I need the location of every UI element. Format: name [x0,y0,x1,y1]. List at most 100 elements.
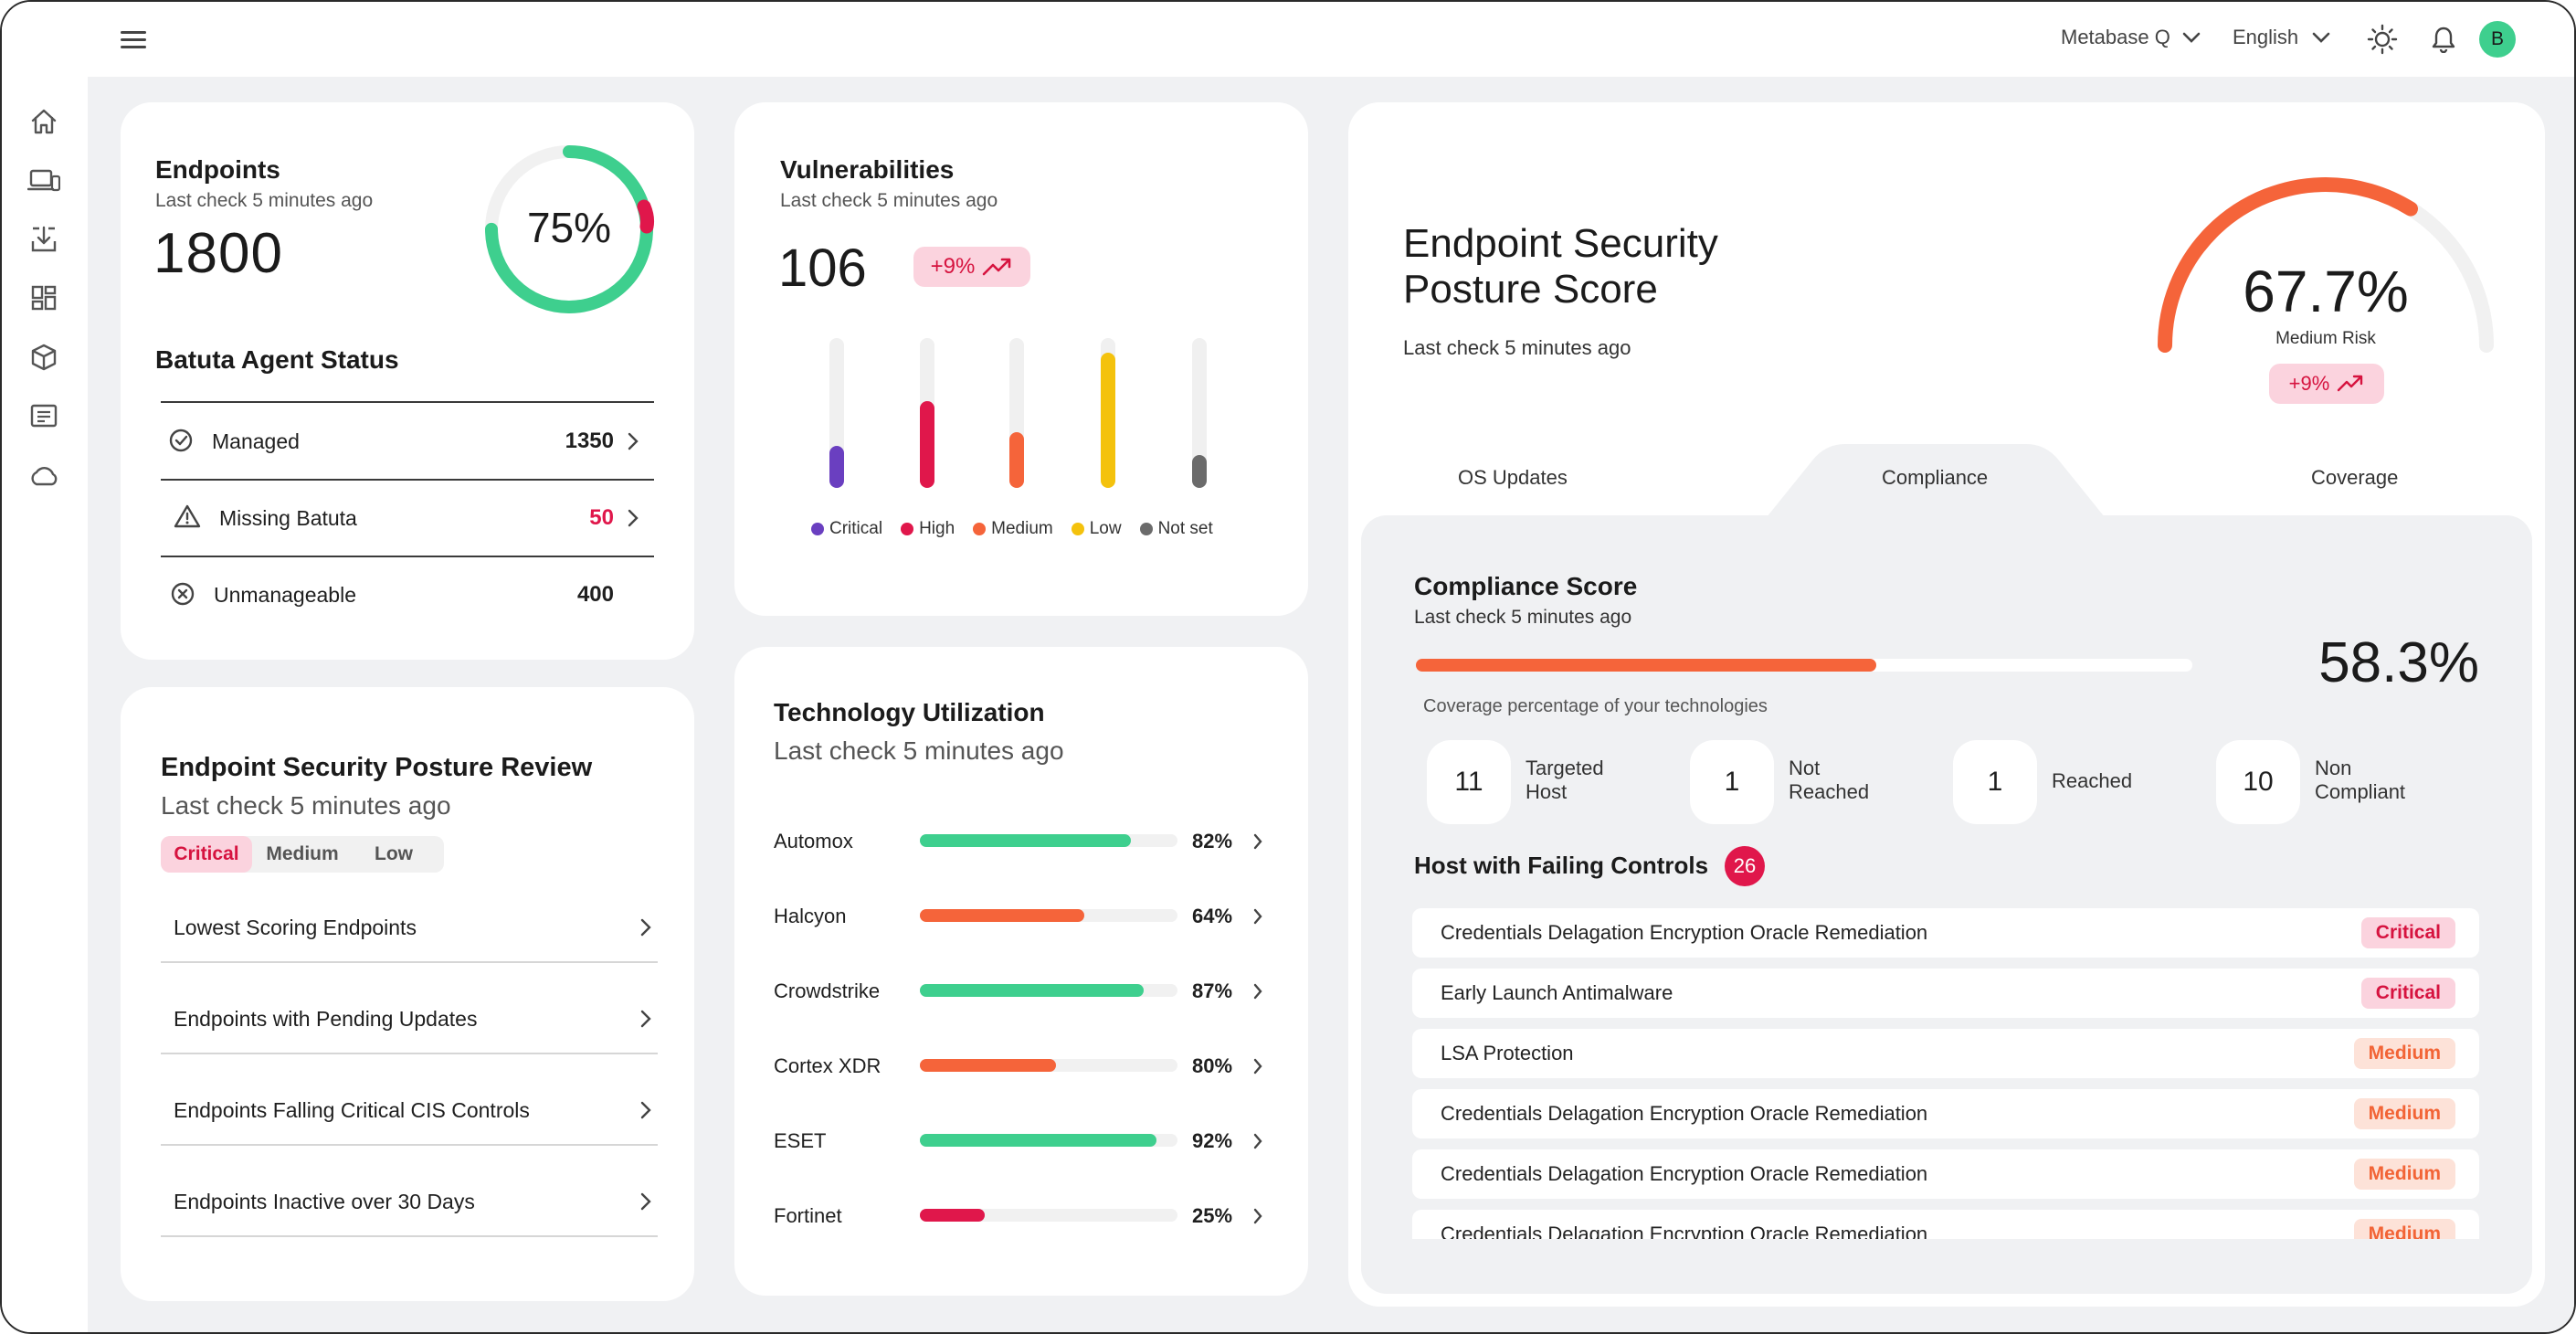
failing-row[interactable]: Early Launch Antimalware Critical [1412,969,2479,1018]
tab-os-updates[interactable]: OS Updates [1458,466,1568,489]
notification-bell-icon[interactable] [2432,26,2455,53]
agent-row-managed[interactable]: Managed 1350 [161,404,654,479]
failing-row[interactable]: Credentials Delagation Encryption Oracle… [1412,1210,2479,1239]
list-icon[interactable] [30,404,58,431]
tech-row[interactable]: ESET 92% [774,1124,1267,1160]
tech-name: Cortex XDR [774,1054,882,1077]
language-dropdown[interactable]: English [2233,26,2331,49]
user-avatar[interactable]: B [2479,21,2516,58]
stat-label: Non Compliant [2315,757,2406,803]
trend-up-icon [982,257,1013,277]
chevron-right-icon [627,431,639,451]
tech-bar-fill [920,1134,1157,1147]
tech-row[interactable]: Crowdstrike 87% [774,974,1267,1011]
severity-tag: Medium [2353,1038,2455,1069]
agent-row-unmanageable[interactable]: Unmanageable 400 [161,557,654,632]
tech-bar-fill [920,909,1085,922]
review-item[interactable]: Endpoints Falling Critical CIS Controls [161,1075,658,1146]
stat-value: 1 [1690,740,1774,824]
tech-name: Fortinet [774,1204,842,1227]
endpoints-subtitle: Last check 5 minutes ago [155,190,374,211]
posture-review-card [121,687,694,1301]
cloud-icon[interactable] [28,464,59,488]
divider [161,401,654,403]
theme-sun-icon[interactable] [2367,24,2398,55]
home-icon[interactable] [29,108,58,135]
dashboard-icon[interactable] [31,285,57,311]
hamburger-menu-icon[interactable] [121,29,146,49]
compliance-bar-fill [1416,659,1877,672]
chevron-right-icon [627,508,639,528]
chevron-right-icon [1252,982,1263,1000]
review-item[interactable]: Endpoints with Pending Updates [161,983,658,1054]
stat-reached: 1 Reached [1953,740,2209,824]
endpoints-percent: 75% [526,204,612,251]
tech-bar-fill [920,834,1132,847]
workspace-dropdown[interactable]: Metabase Q [2061,26,2201,49]
review-item-label: Lowest Scoring Endpoints [174,916,417,939]
download-icon[interactable] [29,225,58,254]
cube-icon[interactable] [30,343,58,372]
failing-row[interactable]: Credentials Delagation Encryption Oracle… [1412,1149,2479,1199]
agent-status-title: Batuta Agent Status [155,345,399,374]
filter-medium[interactable]: Medium [266,843,339,864]
tech-percent: 87% [1192,979,1233,1002]
filter-low[interactable]: Low [375,843,413,864]
agent-row-missing[interactable]: Missing Batuta 50 [161,481,654,556]
technology-card [734,647,1308,1296]
vulnerability-bar-critical [829,338,844,488]
tech-row[interactable]: Fortinet 25% [774,1199,1267,1235]
sidebar [2,2,88,1332]
chevron-right-icon [1252,832,1263,851]
failing-row[interactable]: Credentials Delagation Encryption Oracle… [1412,1089,2479,1138]
failing-row-label: Credentials Delagation Encryption Oracle… [1441,1102,1928,1125]
chevron-right-icon [639,1191,652,1212]
failing-row-label: Credentials Delagation Encryption Oracle… [1441,921,1928,944]
stat-non-compliant: 10 Non Compliant [2216,740,2472,824]
endpoints-title: Endpoints [155,155,280,184]
tech-row[interactable]: Cortex XDR 80% [774,1049,1267,1085]
review-item[interactable]: Endpoints Inactive over 30 Days [161,1166,658,1237]
compliance-title: Compliance Score [1414,572,1638,600]
devices-icon[interactable] [27,168,60,194]
tab-compliance[interactable]: Compliance [1882,466,1989,489]
chevron-right-icon [639,1100,652,1120]
stat-label: Targeted Host [1526,757,1604,803]
tech-bar [920,1059,1177,1072]
severity-tag: Critical [2360,917,2455,948]
filter-critical[interactable]: Critical [161,836,252,873]
agent-row-label: Managed [212,429,300,453]
tech-row[interactable]: Halcyon 64% [774,899,1267,936]
legend-item: High [901,519,955,539]
tech-percent: 80% [1192,1054,1233,1077]
endpoints-donut: 75% [482,143,656,316]
failing-row[interactable]: LSA Protection Medium [1412,1029,2479,1078]
vulnerabilities-legend: Critical High Medium Low Not set [811,519,1213,539]
tab-coverage[interactable]: Coverage [2311,466,2399,489]
stat-label: Not Reached [1789,757,1870,803]
tech-percent: 82% [1192,830,1233,852]
vulnerability-bar-not-set [1192,338,1207,488]
stat-label: Reached [2052,769,2133,792]
tech-row[interactable]: Automox 82% [774,824,1267,861]
vulnerabilities-subtitle: Last check 5 minutes ago [780,190,998,211]
bar-fill [1009,432,1024,488]
review-item-label: Endpoints Falling Critical CIS Controls [174,1098,530,1122]
bar-fill [1101,353,1115,488]
trend-value: +9% [930,254,976,279]
technology-subtitle: Last check 5 minutes ago [774,736,1064,765]
gauge-fill [2158,177,2494,353]
review-item[interactable]: Lowest Scoring Endpoints [161,892,658,963]
tech-bar [920,834,1177,847]
divider [161,1144,658,1146]
failing-row-label: Credentials Delagation Encryption Oracle… [1441,1162,1928,1185]
agent-row-value: 1350 [565,429,614,453]
failing-row-label: LSA Protection [1441,1042,1574,1064]
chevron-right-icon [1252,907,1263,926]
failing-row[interactable]: Credentials Delagation Encryption Oracle… [1412,908,2479,958]
chevron-right-icon [1252,1057,1263,1075]
stat-value: 11 [1427,740,1511,824]
tech-name: Automox [774,830,853,852]
posture-trend-badge: +9% [2269,364,2384,404]
